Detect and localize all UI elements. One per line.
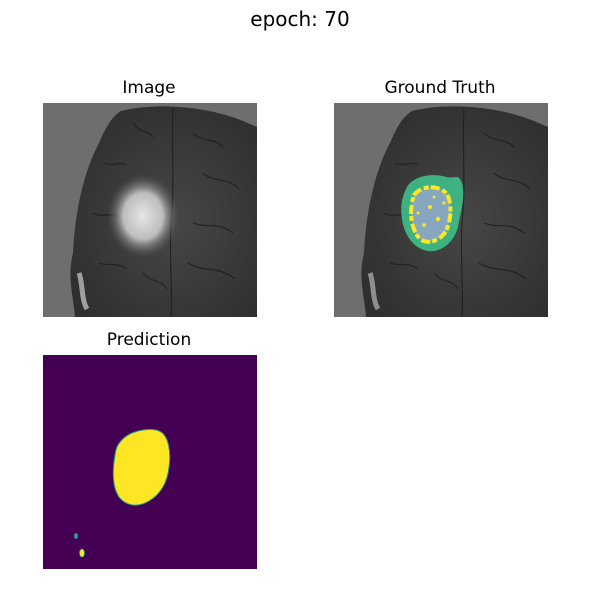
ground-truth-panel-title: Ground Truth bbox=[384, 78, 496, 98]
figure-title: epoch: 70 bbox=[250, 7, 350, 31]
mri-image-panel bbox=[43, 103, 257, 317]
prediction-spot bbox=[79, 548, 85, 558]
prediction-mask bbox=[112, 428, 171, 506]
prediction-panel bbox=[43, 355, 257, 569]
tumor-region bbox=[107, 174, 179, 258]
prediction-spot bbox=[74, 533, 78, 539]
ground-truth-panel bbox=[334, 103, 548, 317]
prediction-panel-title: Prediction bbox=[106, 330, 192, 350]
gt-core-specks bbox=[416, 195, 446, 227]
gt-core-ring bbox=[409, 185, 453, 244]
gt-inner-region bbox=[411, 187, 451, 242]
image-panel-title: Image bbox=[122, 78, 176, 98]
